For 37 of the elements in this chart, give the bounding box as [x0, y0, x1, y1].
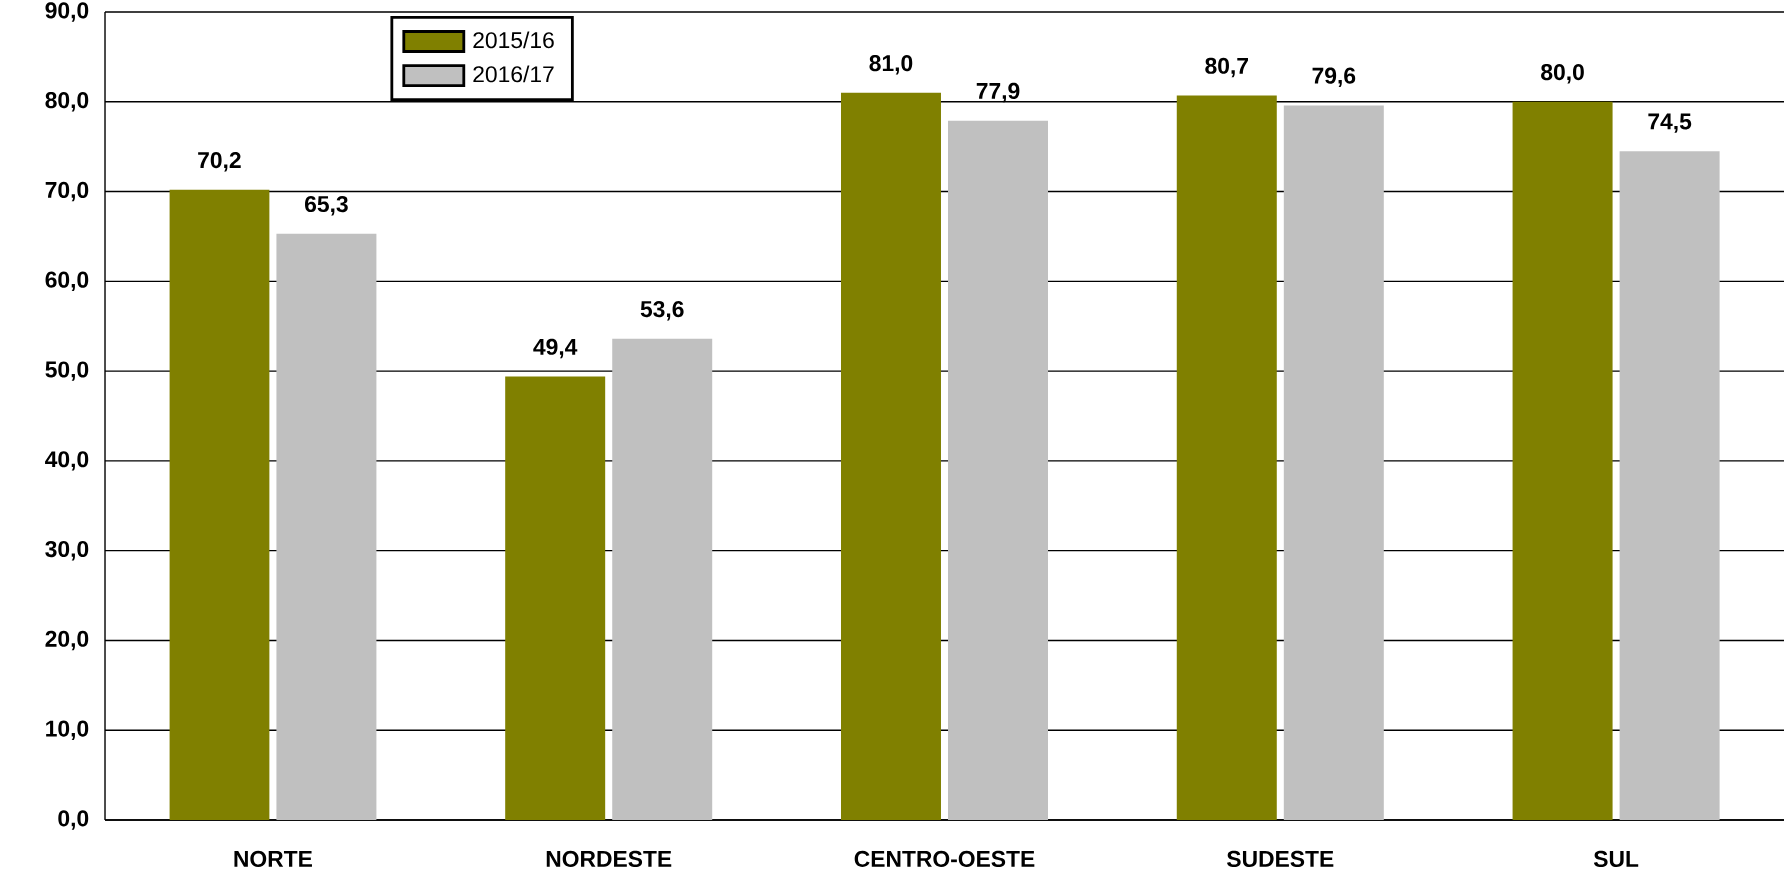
legend-label: 2015/16: [473, 31, 554, 49]
data-label: 80,0: [1541, 64, 1584, 84]
data-label: 77,9: [976, 82, 1020, 103]
data-label: 70,2: [198, 151, 241, 172]
y-tick-label: 90,0: [45, 2, 89, 22]
data-label: 65,3: [305, 195, 348, 216]
bar: [948, 120, 1049, 820]
x-tick-label: SUL: [1593, 850, 1639, 867]
y-tick-label: 40,0: [45, 451, 89, 471]
legend-label: 2016/17: [473, 65, 554, 83]
y-tick-label: 70,0: [45, 181, 89, 202]
bar: [1619, 151, 1720, 820]
y-tick-label: 30,0: [45, 540, 89, 561]
bar: [276, 233, 377, 820]
y-tick-label: 10,0: [46, 720, 89, 740]
bar: [1512, 101, 1613, 820]
x-tick-label: CENTRO-OESTE: [854, 850, 1035, 867]
y-tick-label: 50,0: [45, 361, 89, 381]
data-label: 74,5: [1648, 113, 1692, 133]
y-tick-label: 20,0: [45, 630, 89, 651]
bar: [1283, 105, 1384, 820]
data-label: 79,6: [1312, 67, 1356, 88]
x-tick-label: SUDESTE: [1227, 850, 1334, 867]
data-label: 49,4: [533, 338, 578, 359]
bar: [169, 189, 270, 820]
y-tick-label: 0,0: [58, 810, 89, 830]
x-tick-label: NORDESTE: [546, 850, 672, 867]
data-label: 81,0: [869, 55, 913, 75]
x-tick-label: NORTE: [234, 850, 312, 867]
bar: [612, 338, 713, 820]
data-label: 53,6: [640, 301, 684, 321]
data-label: 80,7: [1205, 57, 1248, 78]
bar: [840, 92, 941, 820]
bar: [505, 376, 606, 820]
y-tick-label: 80,0: [45, 92, 89, 112]
bar: [1176, 95, 1277, 820]
y-tick-label: 60,0: [45, 271, 89, 292]
